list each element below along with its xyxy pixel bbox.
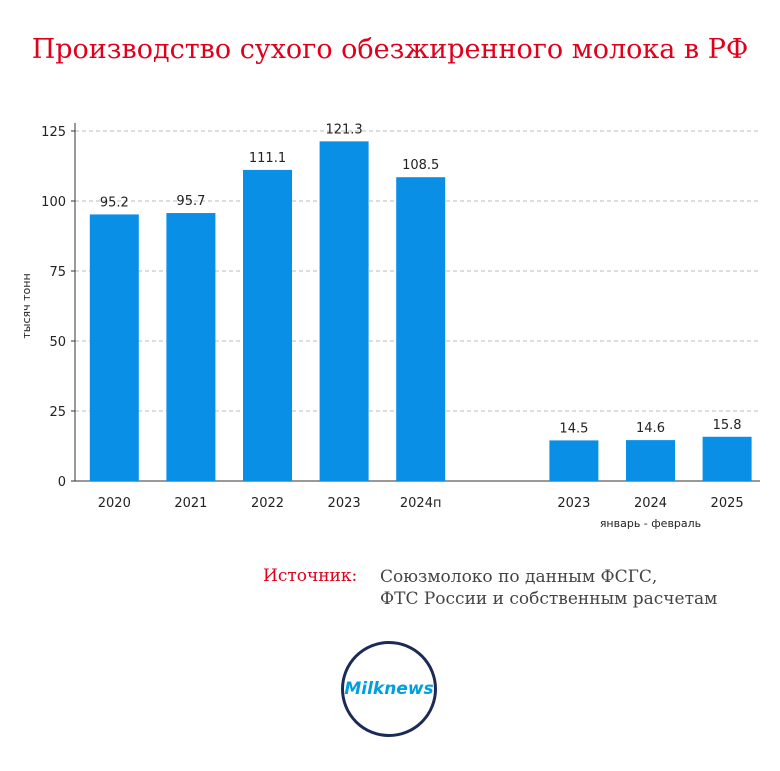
bar: [396, 177, 446, 481]
x-tick-label: 2023: [328, 496, 361, 511]
bar: [319, 141, 369, 482]
x-tick-label: 2021: [174, 496, 207, 511]
logo-text: Milknews: [344, 679, 434, 699]
bar-value-label: 95.2: [100, 195, 129, 210]
y-tick-label: 50: [49, 335, 66, 350]
y-tick-label: 0: [58, 475, 66, 490]
source-line-2: ФТС России и собственным расчетам: [380, 589, 718, 609]
bar-value-label: 95.7: [176, 194, 205, 209]
x-tick-label: 2022: [251, 496, 284, 511]
group-label: январь - февраль: [600, 517, 701, 530]
y-tick-label: 100: [41, 195, 66, 210]
bar-value-label: 14.6: [636, 421, 665, 436]
x-tick-label: 2024: [634, 496, 667, 511]
x-tick-label: 2020: [98, 496, 131, 511]
bar-value-label: 108.5: [402, 158, 439, 173]
y-tick-label: 75: [49, 265, 66, 280]
bar-value-label: 111.1: [249, 151, 286, 166]
bar-value-label: 15.8: [713, 418, 742, 433]
x-tick-label: 2023: [557, 496, 590, 511]
milknews-logo: Milknews: [341, 641, 437, 737]
bar: [549, 440, 599, 481]
source-text: Союзмолоко по данным ФСГС, ФТС России и …: [380, 566, 717, 610]
bar-value-label: 121.3: [325, 122, 362, 137]
y-axis-label: тысяч тонн: [20, 273, 33, 338]
bar-value-label: 14.5: [559, 421, 588, 436]
bar: [626, 440, 675, 481]
y-tick-label: 25: [49, 405, 66, 420]
x-tick-label: 2025: [711, 496, 744, 511]
chart-title: Производство сухого обезжиренного молока…: [31, 34, 749, 65]
bar: [243, 169, 292, 482]
source-label: Источник:: [263, 566, 358, 586]
bar: [702, 436, 752, 481]
source-line-1: Союзмолоко по данным ФСГС,: [380, 567, 658, 587]
bar-chart: 0 25 50 75 100 125 тысяч тонн 95.2 2020 95.7 2021 1…: [20, 122, 760, 530]
x-tick-label: 2024п: [400, 496, 442, 511]
bar: [166, 213, 216, 482]
bar: [89, 214, 139, 481]
y-tick-label: 125: [41, 125, 66, 140]
